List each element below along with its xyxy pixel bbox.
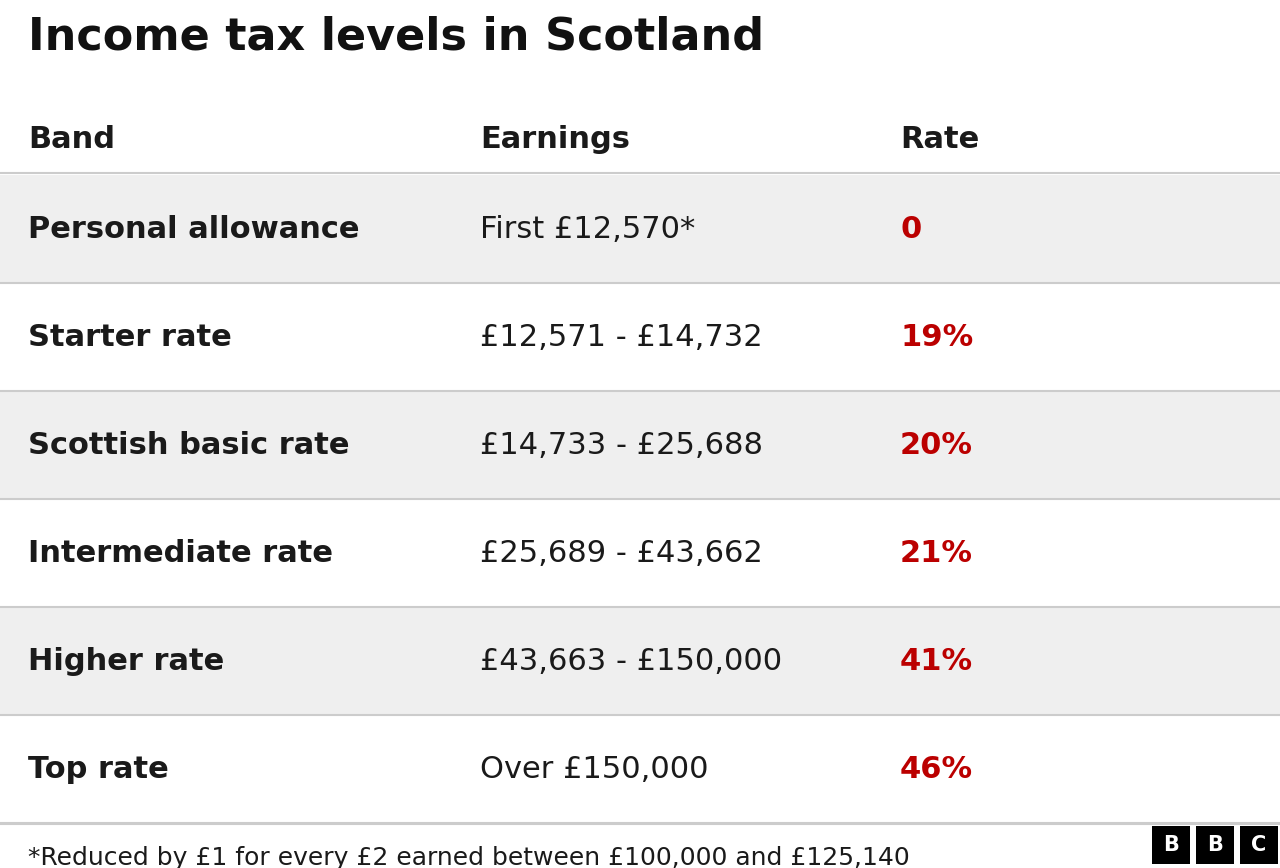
Text: £43,663 - £150,000: £43,663 - £150,000	[480, 647, 782, 675]
Bar	[1152, 826, 1190, 864]
Text: 46%: 46%	[900, 754, 973, 784]
Text: £12,571 - £14,732: £12,571 - £14,732	[480, 323, 763, 352]
Text: £14,733 - £25,688: £14,733 - £25,688	[480, 431, 763, 459]
Bar	[1196, 826, 1234, 864]
Text: *Reduced by £1 for every £2 earned between £100,000 and £125,140: *Reduced by £1 for every £2 earned betwe…	[28, 846, 910, 868]
Bar	[0, 715, 1280, 823]
Text: 0: 0	[900, 214, 922, 244]
Text: £25,689 - £43,662: £25,689 - £43,662	[480, 538, 763, 568]
Text: Higher rate: Higher rate	[28, 647, 224, 675]
Text: 20%: 20%	[900, 431, 973, 459]
Text: 19%: 19%	[900, 323, 973, 352]
Text: Top rate: Top rate	[28, 754, 169, 784]
Text: Earnings: Earnings	[480, 124, 630, 154]
Bar	[0, 607, 1280, 715]
Text: B: B	[1164, 835, 1179, 855]
Bar	[0, 391, 1280, 499]
Text: Rate: Rate	[900, 124, 979, 154]
Text: Starter rate: Starter rate	[28, 323, 232, 352]
Text: C: C	[1252, 835, 1267, 855]
Bar	[1240, 826, 1277, 864]
Text: 21%: 21%	[900, 538, 973, 568]
Text: B: B	[1207, 835, 1222, 855]
Text: First £12,570*: First £12,570*	[480, 214, 695, 244]
Text: Intermediate rate: Intermediate rate	[28, 538, 333, 568]
Text: Scottish basic rate: Scottish basic rate	[28, 431, 349, 459]
Text: Income tax levels in Scotland: Income tax levels in Scotland	[28, 15, 764, 58]
Bar	[0, 283, 1280, 391]
Text: Over £150,000: Over £150,000	[480, 754, 709, 784]
Bar	[0, 499, 1280, 607]
Text: Personal allowance: Personal allowance	[28, 214, 360, 244]
Text: 41%: 41%	[900, 647, 973, 675]
Bar	[0, 175, 1280, 283]
Text: Band: Band	[28, 124, 115, 154]
